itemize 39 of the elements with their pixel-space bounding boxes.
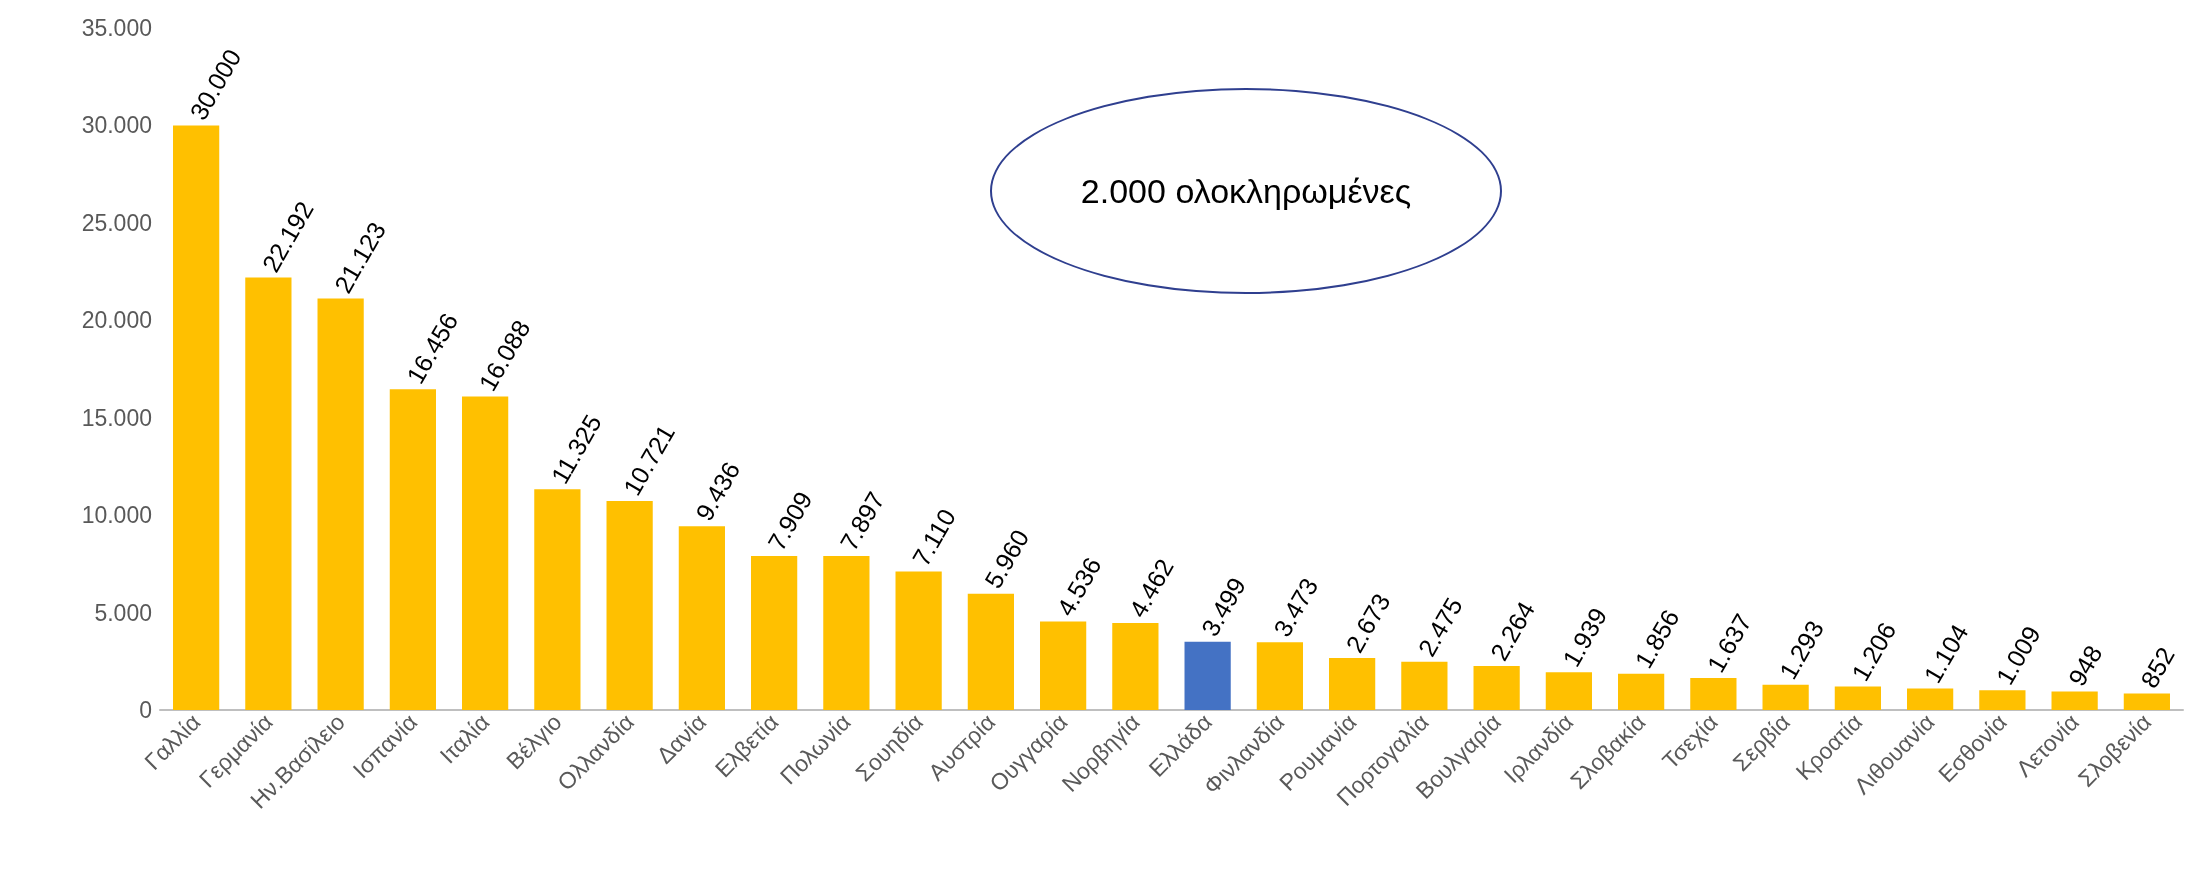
bar — [173, 125, 220, 710]
annotation: 2.000 ολοκληρωμένες — [1080, 171, 1412, 211]
bar — [823, 556, 870, 710]
data-label: 948 — [2062, 640, 2108, 691]
bar — [1618, 673, 1665, 710]
bar — [751, 555, 798, 710]
bar — [606, 501, 653, 710]
y-tick-label: 10.000 — [81, 502, 152, 529]
bar — [967, 593, 1014, 710]
bar — [534, 489, 581, 710]
data-label: 852 — [2134, 642, 2180, 693]
bar — [1112, 623, 1159, 710]
bar — [1545, 672, 1592, 710]
bar — [317, 298, 364, 710]
bar — [2051, 691, 2098, 710]
y-tick-label: 5.000 — [94, 599, 152, 626]
bar — [389, 389, 436, 710]
y-tick-label: 20.000 — [81, 307, 152, 334]
y-tick-label: 30.000 — [81, 112, 152, 139]
y-tick-label: 25.000 — [81, 209, 152, 236]
bar — [2123, 693, 2170, 710]
y-tick-label: 15.000 — [81, 404, 152, 431]
bar — [1907, 688, 1954, 710]
bar — [1979, 690, 2026, 710]
bar — [1040, 621, 1087, 710]
bar — [1690, 678, 1737, 710]
bar — [1834, 686, 1881, 710]
ellipse-outline: 2.000 ολοκληρωμένες — [990, 88, 1502, 294]
bar — [245, 277, 292, 710]
bar — [895, 571, 942, 710]
bar — [1401, 661, 1448, 710]
bar — [1184, 641, 1231, 710]
bar — [462, 396, 509, 710]
bar — [1329, 657, 1376, 710]
bar — [1256, 642, 1303, 710]
y-tick-label: 35.000 — [81, 15, 152, 41]
bar — [1473, 665, 1520, 710]
bar — [678, 526, 725, 710]
bar — [1762, 684, 1809, 710]
